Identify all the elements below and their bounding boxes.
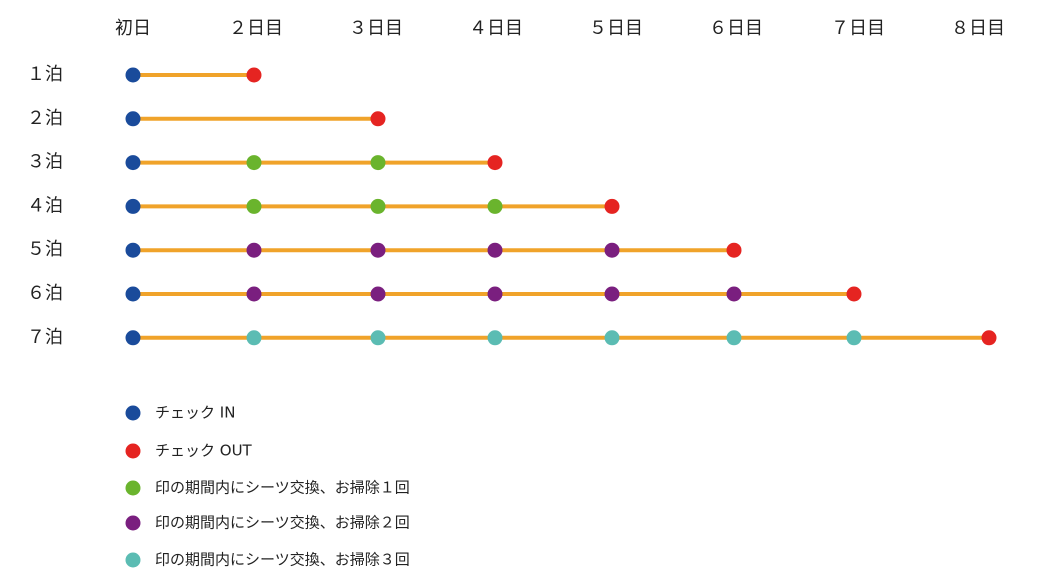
dot <box>246 67 262 83</box>
legend-dot <box>125 443 141 459</box>
dot <box>487 198 503 214</box>
dot <box>726 242 742 258</box>
dot <box>370 242 386 258</box>
dot <box>370 111 386 127</box>
dot <box>125 155 141 171</box>
dot <box>246 286 262 302</box>
row-label: ４泊 <box>27 195 63 216</box>
dot <box>487 242 503 258</box>
dot <box>125 111 141 127</box>
legend-label: チェック OUT <box>155 442 253 460</box>
day-header: ７日目 <box>831 18 885 39</box>
day-header: ３日目 <box>349 18 403 39</box>
day-header: ６日目 <box>709 18 763 39</box>
dot <box>726 330 742 346</box>
dot <box>604 286 620 302</box>
legend-dot <box>125 405 141 421</box>
row-label: １泊 <box>27 64 63 85</box>
row-label: ７泊 <box>27 327 63 348</box>
day-header: 初日 <box>115 18 151 39</box>
day-header: ５日目 <box>589 18 643 39</box>
legend-label: 印の期間内にシーツ交換、お掃除２回 <box>155 514 410 532</box>
dot <box>125 67 141 83</box>
dot <box>125 242 141 258</box>
day-header: ２日目 <box>229 18 283 39</box>
row-label: ２泊 <box>27 108 63 129</box>
dot <box>125 198 141 214</box>
dot <box>246 155 262 171</box>
row-label: ３泊 <box>27 152 63 173</box>
legend-label: 印の期間内にシーツ交換、お掃除１回 <box>155 479 410 497</box>
row-label: ５泊 <box>27 239 63 260</box>
dot <box>370 198 386 214</box>
dot <box>370 286 386 302</box>
dot <box>246 242 262 258</box>
legend-dot <box>125 515 141 531</box>
dot <box>604 330 620 346</box>
dot <box>604 198 620 214</box>
legend-label: チェック IN <box>155 404 235 422</box>
dot <box>125 286 141 302</box>
day-header: ４日目 <box>469 18 523 39</box>
dot <box>981 330 997 346</box>
dot <box>487 286 503 302</box>
dot <box>487 330 503 346</box>
dot <box>246 198 262 214</box>
dot <box>726 286 742 302</box>
dot <box>370 330 386 346</box>
legend-dot <box>125 480 141 496</box>
dot <box>487 155 503 171</box>
dot <box>846 330 862 346</box>
dot <box>604 242 620 258</box>
row-label: ６泊 <box>27 283 63 304</box>
dot <box>246 330 262 346</box>
legend-label: 印の期間内にシーツ交換、お掃除３回 <box>155 551 410 569</box>
day-header: ８日目 <box>951 18 1005 39</box>
legend-dot <box>125 552 141 568</box>
dot <box>125 330 141 346</box>
dot <box>846 286 862 302</box>
dot <box>370 155 386 171</box>
